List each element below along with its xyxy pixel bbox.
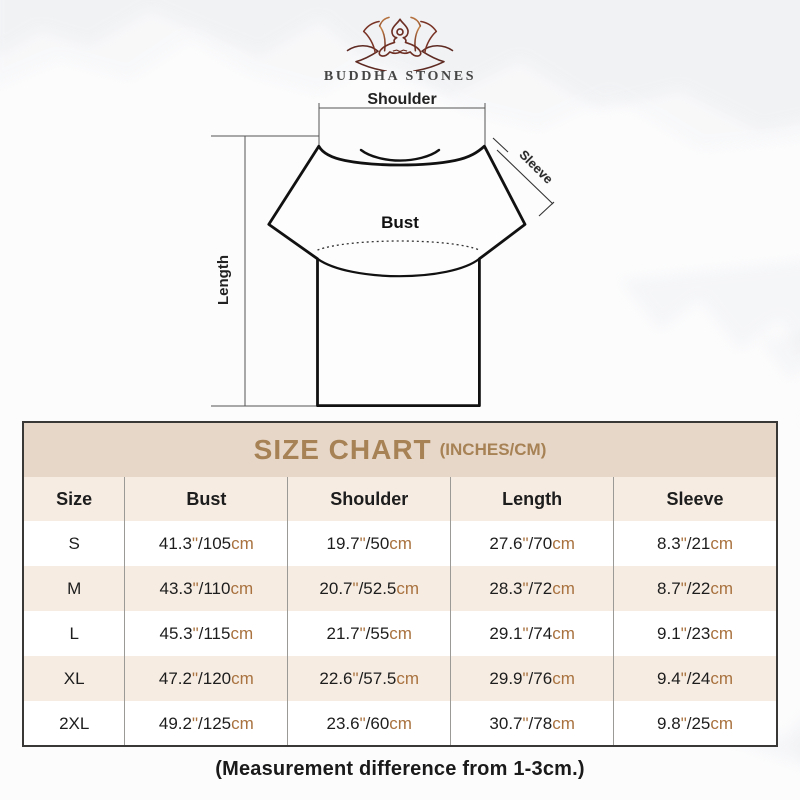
svg-text:Shoulder: Shoulder (367, 91, 436, 108)
svg-text:Bust: Bust (381, 213, 419, 232)
svg-text:Length: Length (215, 255, 232, 305)
svg-text:Sleeve: Sleeve (516, 147, 556, 187)
